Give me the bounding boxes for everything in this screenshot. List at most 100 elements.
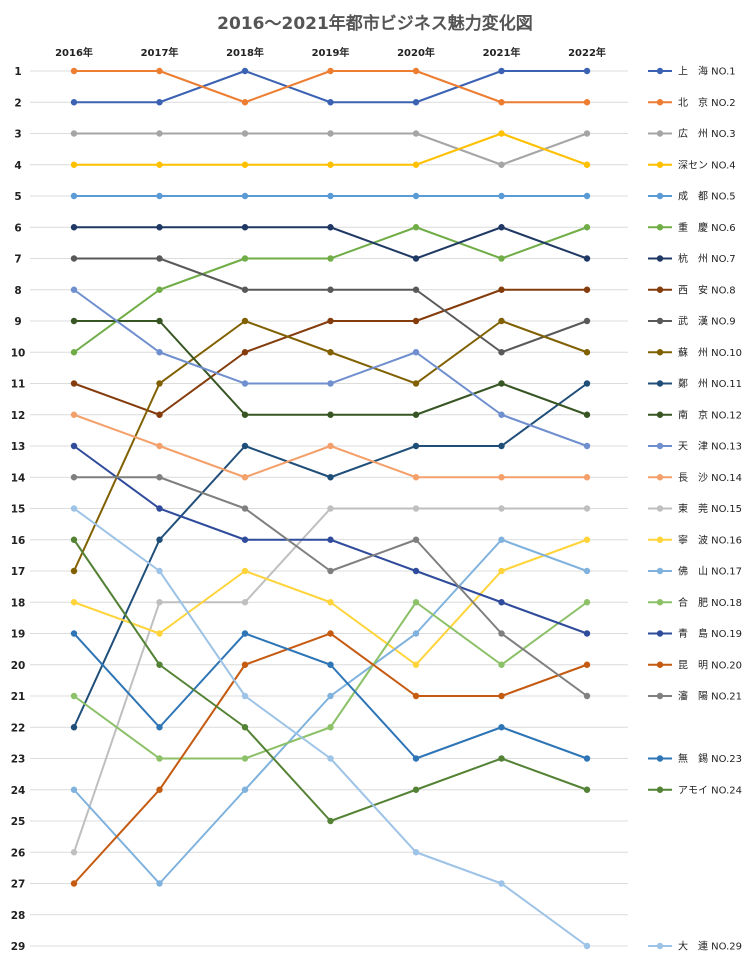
data-point — [156, 786, 163, 793]
data-point — [327, 67, 334, 75]
data-point — [412, 317, 420, 325]
legend-item: 無 錫 NO.23 — [648, 752, 742, 765]
y-tick-label: 4 — [14, 160, 21, 172]
data-point — [327, 99, 334, 106]
data-point — [70, 442, 78, 450]
data-point — [412, 255, 420, 262]
x-tick-label: 2022年 — [568, 46, 606, 59]
legend-item: 北 京 NO.2 — [648, 96, 736, 109]
x-axis-labels: 2016年 2017年 2018年 2019年 2020年 2021年 2022年 — [55, 46, 606, 59]
data-point — [498, 661, 505, 668]
data-point — [583, 411, 591, 418]
data-point — [327, 192, 334, 200]
y-tick-label: 27 — [11, 879, 26, 891]
series-group — [70, 67, 591, 106]
data-point — [412, 692, 420, 700]
series-group — [70, 599, 591, 762]
data-point — [412, 755, 420, 762]
data-point — [583, 130, 591, 137]
x-tick-label: 2020年 — [397, 46, 435, 59]
data-point — [70, 224, 78, 231]
y-tick-label: 6 — [14, 222, 21, 234]
y-tick-label: 14 — [11, 472, 26, 484]
data-point — [412, 99, 420, 106]
legend-swatch-marker — [656, 286, 664, 293]
data-point — [412, 286, 420, 293]
data-point — [70, 786, 78, 793]
data-point — [583, 349, 591, 356]
data-point — [583, 67, 591, 75]
data-point — [498, 349, 505, 356]
data-point — [583, 161, 591, 168]
y-tick-label: 9 — [14, 316, 21, 328]
series-group — [70, 536, 591, 887]
legend-item: 佛 山 NO.17 — [648, 565, 742, 578]
legend-label: 青 島 NO.19 — [678, 627, 742, 640]
y-tick-label: 13 — [11, 441, 26, 453]
data-point — [156, 599, 163, 606]
data-point — [327, 630, 334, 637]
legend-label: 重 慶 NO.6 — [678, 221, 736, 234]
legend-item: 武 漢 NO.9 — [648, 315, 736, 328]
data-point — [327, 411, 334, 418]
y-tick-label: 26 — [11, 847, 26, 859]
data-point — [498, 536, 505, 543]
legend-swatch-marker — [656, 661, 664, 668]
legend-swatch-marker — [656, 349, 664, 356]
y-tick-label: 20 — [11, 660, 26, 672]
data-point — [412, 505, 420, 512]
data-point — [70, 724, 78, 731]
data-point — [156, 224, 163, 231]
data-point — [241, 724, 249, 731]
legend-item: 杭 州 NO.7 — [648, 252, 736, 265]
legend-swatch-marker — [656, 99, 664, 106]
legend-swatch-marker — [656, 224, 664, 231]
data-point — [70, 130, 78, 137]
data-point — [70, 317, 78, 325]
legend-label: 昆 明 NO.20 — [678, 659, 742, 671]
data-point — [241, 599, 249, 606]
legend-item: 瀋 陽 NO.21 — [648, 690, 742, 703]
data-point — [327, 317, 334, 325]
legend-swatch-marker — [656, 786, 664, 793]
data-point — [412, 411, 420, 418]
data-point — [241, 755, 249, 762]
data-point — [241, 567, 249, 575]
legend-swatch-marker — [656, 67, 664, 75]
legend-label: 深セン NO.4 — [678, 159, 736, 171]
data-point — [327, 286, 334, 293]
data-point — [241, 286, 249, 293]
legend-item: 長 沙 NO.14 — [648, 472, 742, 484]
data-point — [583, 661, 591, 668]
legend-swatch-marker — [656, 474, 664, 481]
data-point — [241, 224, 249, 231]
data-point — [241, 442, 249, 450]
data-point — [70, 255, 78, 262]
data-point — [70, 161, 78, 168]
legend-item: 成 都 NO.5 — [648, 191, 736, 203]
data-point — [156, 255, 163, 262]
data-point — [583, 380, 591, 387]
data-point — [327, 724, 334, 731]
legend-label: 合 肥 NO.18 — [678, 596, 742, 609]
legend-item: 西 安 NO.8 — [648, 283, 736, 296]
data-point — [241, 692, 249, 700]
data-point — [327, 661, 334, 668]
data-point — [241, 349, 249, 356]
data-point — [70, 630, 78, 637]
data-point — [498, 317, 505, 325]
data-point — [498, 411, 505, 418]
y-tick-label: 22 — [11, 722, 26, 734]
data-point — [327, 474, 334, 481]
data-point — [70, 567, 78, 575]
data-point — [241, 130, 249, 137]
legend-swatch-marker — [656, 380, 664, 387]
data-point — [241, 317, 249, 325]
legend-label: 広 州 NO.3 — [678, 127, 736, 140]
legend-swatch-marker — [656, 192, 664, 200]
series-group — [70, 474, 591, 700]
data-point — [327, 224, 334, 231]
series-group — [70, 630, 591, 762]
data-point — [70, 99, 78, 106]
data-point — [327, 536, 334, 543]
